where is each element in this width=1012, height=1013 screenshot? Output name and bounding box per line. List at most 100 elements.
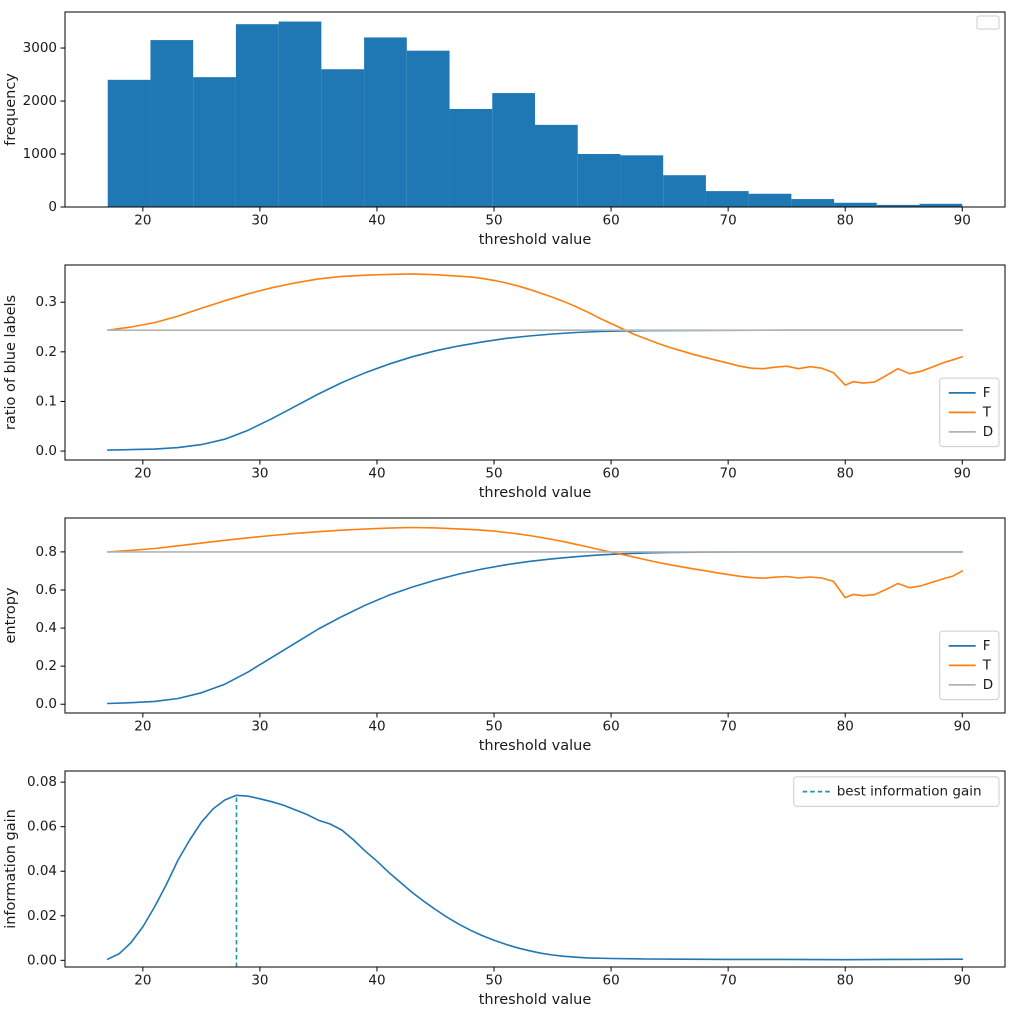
hist-bar <box>150 40 194 207</box>
legend-label: D <box>983 677 993 693</box>
hist-bar <box>748 193 792 207</box>
legend: FTD <box>939 630 1000 701</box>
y-tick-label: 0.08 <box>27 774 57 790</box>
x-tick-label: 40 <box>368 973 385 989</box>
y-axis-label: ratio of blue labels <box>3 295 19 430</box>
x-tick-label: 50 <box>485 719 502 735</box>
x-tick-label: 30 <box>251 466 268 482</box>
entropy-plot: 20 30 40 50 60 70 80 90 0.0 0.2 0.4 0.6 0.8 threshold… <box>0 506 1012 759</box>
axes-frame <box>64 770 1006 968</box>
y-tick-label: 0.0 <box>36 696 57 712</box>
x-tick-label: 60 <box>602 213 619 229</box>
y-tick-label: 3000 <box>23 40 57 56</box>
hist-bar <box>193 77 236 207</box>
plot-background <box>0 253 1012 506</box>
legend-frame <box>793 776 1000 807</box>
y-tick-label: 0.3 <box>36 294 57 310</box>
empty-legend <box>976 15 1000 30</box>
legend: FTD <box>939 377 1000 448</box>
y-axis-label: entropy <box>3 587 19 644</box>
hist-bar <box>791 199 835 207</box>
legend-label: D <box>983 424 993 440</box>
hist-bar <box>278 21 322 208</box>
legend-label: T <box>982 657 992 673</box>
subplot-ratio-of-blue-labels: 20 30 40 50 60 70 80 90 0.0 0.1 0.2 0.3 threshold va… <box>0 253 1012 506</box>
legend-label: T <box>982 404 992 420</box>
x-tick-label: 70 <box>720 466 737 482</box>
y-tick-label: 0.02 <box>27 908 57 924</box>
x-tick-label: 90 <box>954 973 971 989</box>
x-tick-label: 50 <box>485 213 502 229</box>
hist-bar <box>705 191 749 207</box>
y-tick-label: 0.8 <box>36 544 57 560</box>
subplot-entropy: 20 30 40 50 60 70 80 90 0.0 0.2 0.4 0.6 0.8 threshold… <box>0 506 1012 759</box>
series-line-T <box>106 526 964 599</box>
y-axis-label: frequency <box>3 73 19 146</box>
y-tick-label: 0.6 <box>36 582 57 598</box>
information-gain-plot: 20 30 40 50 60 70 80 90 0.00 0.02 0.04 0.06 0.08 thre… <box>0 759 1012 1013</box>
x-tick-label: 70 <box>720 973 737 989</box>
hist-bar <box>919 203 963 207</box>
axes-frame <box>64 517 1006 714</box>
x-tick-label: 20 <box>134 213 151 229</box>
hist-bar <box>235 24 279 207</box>
y-tick-label: 0 <box>48 199 57 215</box>
series-line-information-gain <box>106 794 964 961</box>
axes-frame <box>64 11 1006 208</box>
x-tick-label: 80 <box>837 973 854 989</box>
y-tick-label: 0.4 <box>36 620 57 636</box>
hist-bar <box>406 50 450 207</box>
y-tick-label: 2000 <box>23 93 57 109</box>
x-tick-label: 20 <box>134 973 151 989</box>
y-tick-label: 0.1 <box>36 393 57 409</box>
x-tick-label: 80 <box>837 466 854 482</box>
x-tick-label: 60 <box>602 719 619 735</box>
hist-bar <box>364 37 407 207</box>
x-tick-label: 90 <box>954 213 971 229</box>
y-tick-label: 0.2 <box>36 344 57 360</box>
axes-frame <box>64 264 1006 461</box>
ratio-of-blue-labels-plot: 20 30 40 50 60 70 80 90 0.0 0.1 0.2 0.3 threshold va… <box>0 253 1012 506</box>
x-tick-label: 40 <box>368 719 385 735</box>
subplot-frequency-histogram: 20 30 40 50 60 70 80 90 0 1000 2000 3000 threshold v… <box>0 0 1012 253</box>
hist-bar <box>620 155 664 207</box>
hist-bar <box>663 175 706 207</box>
x-axis-label: threshold value <box>479 738 592 754</box>
x-tick-label: 50 <box>485 466 502 482</box>
x-tick-label: 80 <box>837 719 854 735</box>
y-tick-label: 0.2 <box>36 658 57 674</box>
y-tick-label: 0.00 <box>27 952 57 968</box>
x-tick-label: 30 <box>251 719 268 735</box>
plot-background <box>0 506 1012 759</box>
subplot-information-gain: 20 30 40 50 60 70 80 90 0.00 0.02 0.04 0.06 0.08 thre… <box>0 759 1012 1013</box>
legend-label: F <box>983 385 991 401</box>
x-tick-label: 30 <box>251 213 268 229</box>
y-tick-label: 0.06 <box>27 819 57 835</box>
legend: best information gain <box>793 776 1000 807</box>
series-line-F <box>106 551 964 705</box>
x-tick-label: 90 <box>954 466 971 482</box>
x-tick-label: 90 <box>954 719 971 735</box>
x-tick-label: 70 <box>720 719 737 735</box>
hist-bar <box>449 108 493 207</box>
hist-bar <box>876 204 920 207</box>
y-tick-label: 0.04 <box>27 863 57 879</box>
x-tick-label: 40 <box>368 213 385 229</box>
legend-label: best information gain <box>837 784 982 800</box>
x-tick-label: 30 <box>251 973 268 989</box>
x-axis-label: threshold value <box>479 232 592 248</box>
x-tick-label: 20 <box>134 466 151 482</box>
x-tick-label: 50 <box>485 973 502 989</box>
x-tick-label: 20 <box>134 719 151 735</box>
frequency-histogram-plot: 20 30 40 50 60 70 80 90 0 1000 2000 3000 threshold v… <box>0 0 1012 253</box>
legend-label: F <box>983 638 991 654</box>
x-axis-label: threshold value <box>479 485 592 501</box>
hist-bar <box>834 202 877 207</box>
y-tick-label: 1000 <box>23 146 57 162</box>
hist-bar <box>321 69 365 207</box>
hist-bar <box>107 79 151 207</box>
x-tick-label: 70 <box>720 213 737 229</box>
y-tick-label: 0.0 <box>36 443 57 459</box>
x-axis-label: threshold value <box>479 992 592 1008</box>
